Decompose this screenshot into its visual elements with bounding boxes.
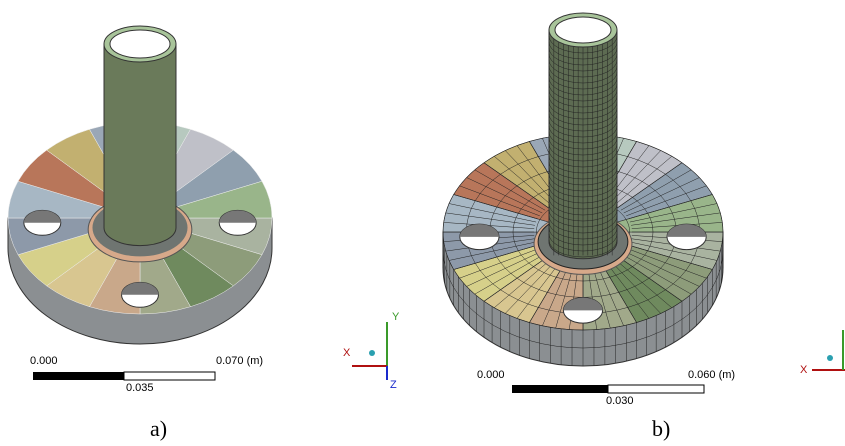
y-axis-label: Y [392, 311, 400, 323]
origin-dot [827, 355, 833, 361]
scale-start: 0.000 [477, 369, 505, 381]
z-axis-label: Z [390, 379, 397, 391]
scale-bar-light [124, 372, 215, 380]
scale-bar-dark [33, 372, 124, 380]
scale-bar-light [608, 385, 704, 393]
panel-label: b) [652, 416, 670, 441]
x-axis-label: X [343, 347, 351, 359]
scale-end: 0.060 (m) [688, 369, 735, 381]
scale-mid: 0.035 [126, 382, 154, 394]
scale-start: 0.000 [30, 355, 58, 367]
scale-end: 0.070 (m) [216, 355, 263, 367]
flange-mesh [443, 13, 723, 366]
tube-bore [555, 17, 611, 43]
scale-mid: 0.030 [606, 395, 634, 407]
x-axis-label: X [800, 364, 808, 376]
panel-label: a) [150, 416, 167, 441]
flange-geometry [8, 26, 272, 344]
scale-bar-dark [512, 385, 608, 393]
origin-dot [369, 350, 375, 356]
tube-bore [110, 30, 170, 58]
tube [104, 44, 176, 246]
figure: 0.000 0.070 (m) 0.035 Y X Z 0.000 0.060 … [0, 0, 845, 446]
